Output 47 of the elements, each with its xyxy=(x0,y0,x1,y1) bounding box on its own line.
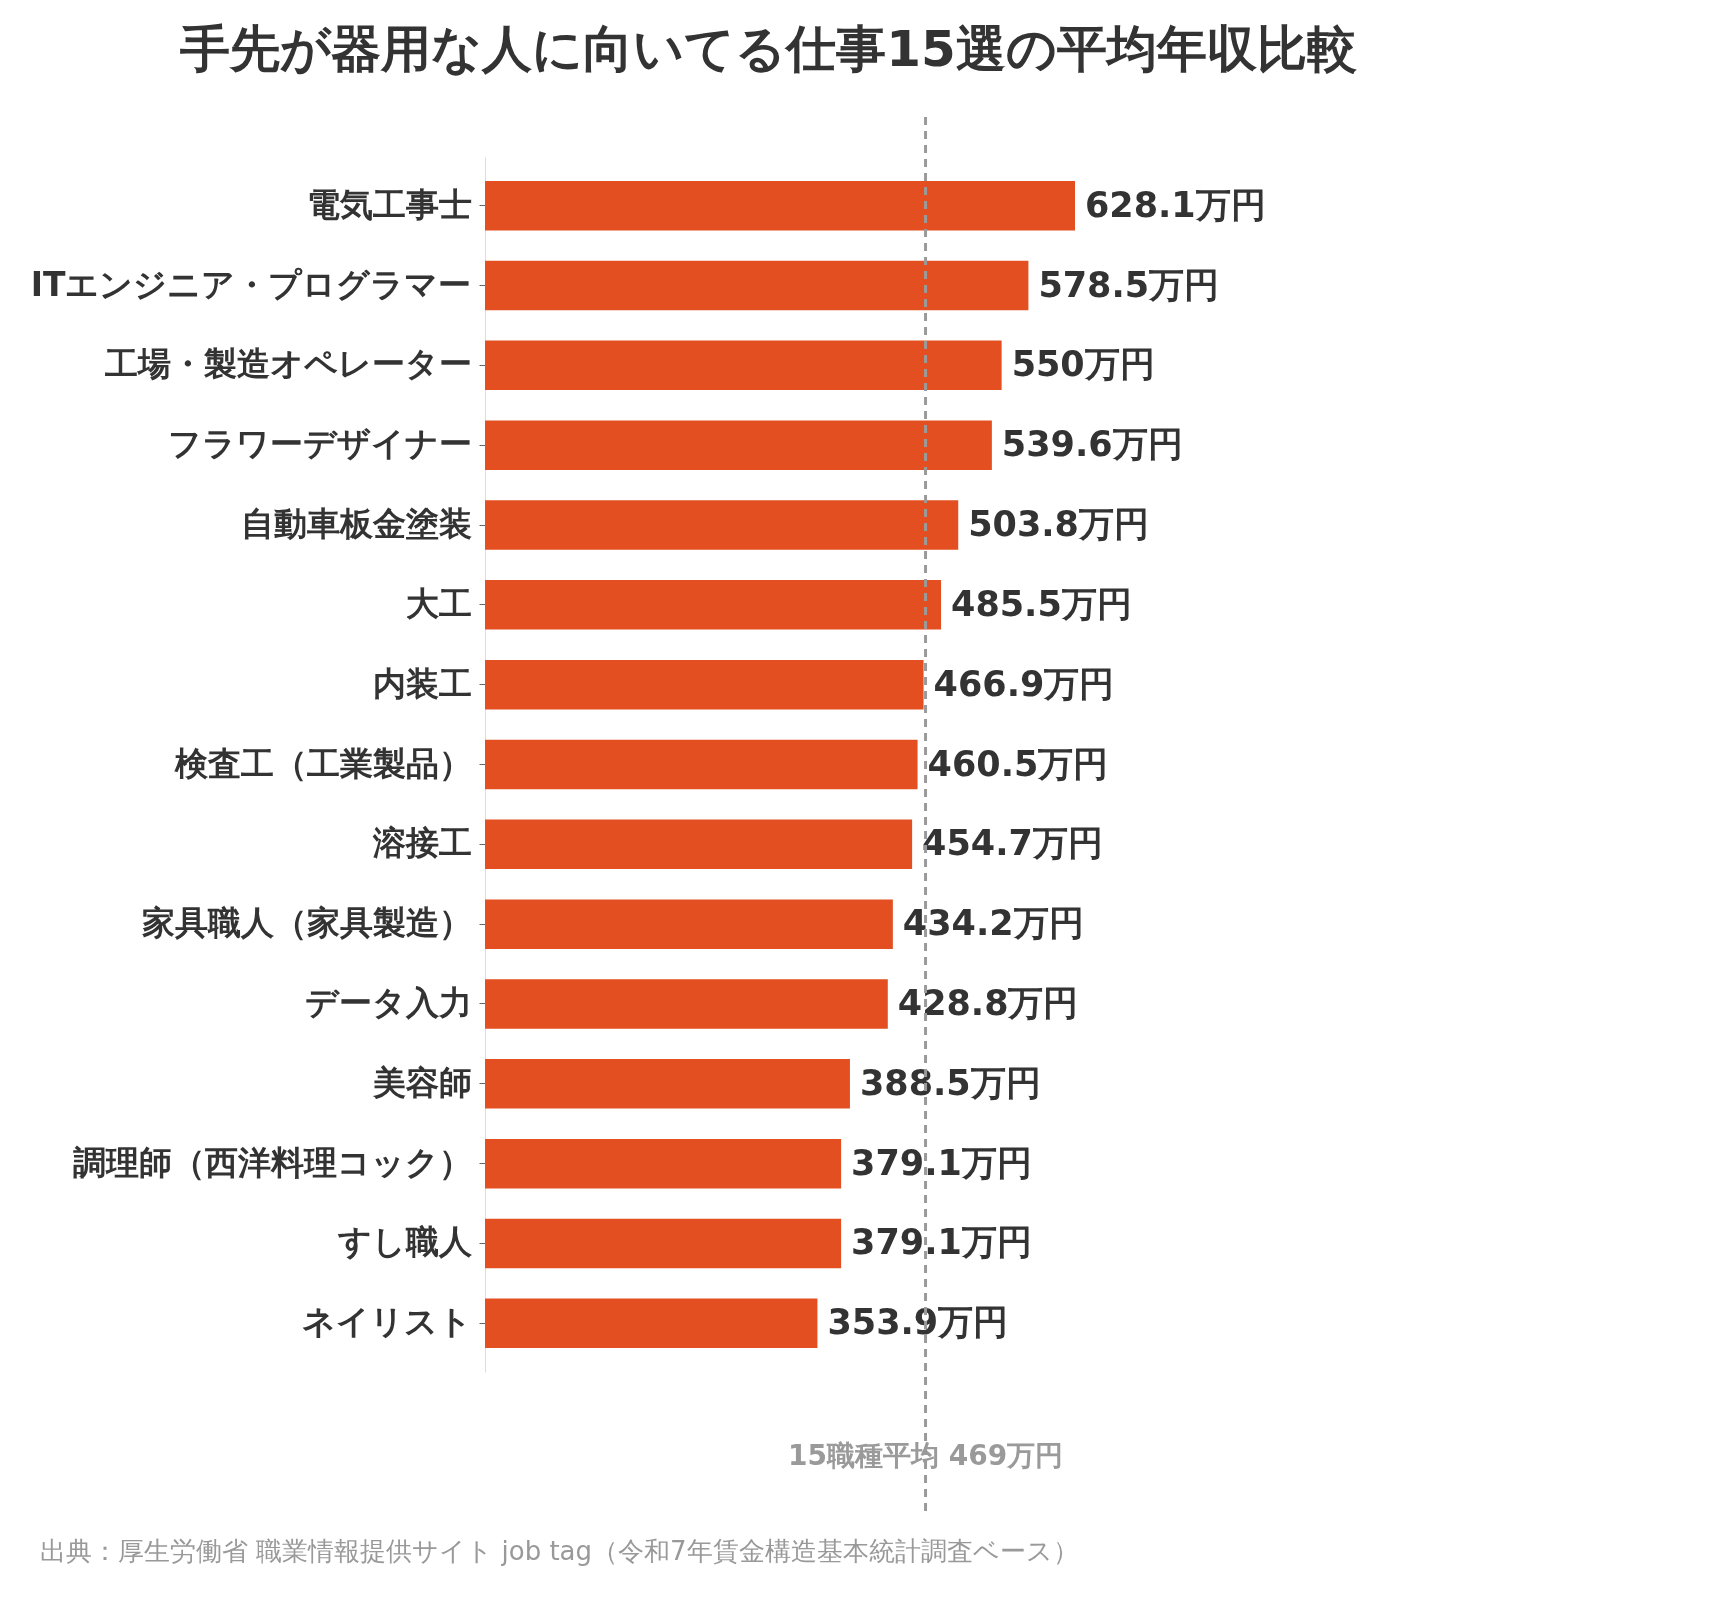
y-tick-label: データ入力 xyxy=(304,982,472,1022)
data-label: 434.2万円 xyxy=(902,903,1084,944)
data-label: 503.8万円 xyxy=(968,504,1149,545)
y-tick-label: フラワーデザイナー xyxy=(167,424,472,464)
y-tick-label: 電気工事士 xyxy=(306,184,472,224)
y-tick-label: 検査工（工業製品） xyxy=(173,743,472,783)
data-label: 353.9万円 xyxy=(827,1302,1009,1343)
data-label: 485.5万円 xyxy=(951,583,1132,624)
data-label: 550万円 xyxy=(1011,344,1155,385)
data-label: 388.5万円 xyxy=(859,1062,1041,1103)
bar xyxy=(485,659,924,710)
bar xyxy=(485,420,992,470)
y-tick-label: ネイリスト xyxy=(301,1302,472,1342)
y-tick-label: 美容師 xyxy=(371,1062,472,1102)
y-tick-label: 内装工 xyxy=(372,663,472,703)
y-tick-label: 調理師（西洋料理コック） xyxy=(72,1142,472,1182)
data-label: 428.8万円 xyxy=(897,982,1079,1023)
y-tick-label: ITエンジニア・プログラマー xyxy=(30,264,472,304)
bar xyxy=(485,1138,842,1189)
data-label: 460.5万円 xyxy=(927,743,1109,784)
bar xyxy=(485,500,959,550)
source-note: 出典：厚生労働省 職業情報提供サイト job tag（令和7年賃金構造基本統計調査ベース） xyxy=(40,1536,1079,1566)
bar xyxy=(485,580,942,630)
y-tick-label: 工場・製造オペレーター xyxy=(103,344,472,384)
y-tick-label: 大工 xyxy=(405,583,472,623)
data-label: 454.7万円 xyxy=(922,823,1103,864)
bar xyxy=(485,340,1002,391)
y-tick-label: 溶接工 xyxy=(371,823,472,863)
chart-title: 手先が器用な人に向いてる仕事15選の平均年収比較 xyxy=(179,19,1357,78)
data-label: 628.1万円 xyxy=(1085,184,1266,225)
bar xyxy=(485,1298,818,1349)
y-tick-label: すし職人 xyxy=(336,1222,473,1262)
bar xyxy=(485,1059,850,1109)
y-tick-label: 自動車板金塗装 xyxy=(240,504,472,544)
bar xyxy=(485,1218,842,1269)
bar xyxy=(485,260,1029,311)
bar xyxy=(485,899,893,949)
data-label: 539.6万円 xyxy=(1001,424,1183,465)
y-tick-label: 家具職人（家具製造） xyxy=(141,903,472,943)
bar xyxy=(485,180,1075,231)
data-label: 466.9万円 xyxy=(933,663,1115,704)
data-label: 379.1万円 xyxy=(851,1222,1032,1263)
bar xyxy=(485,739,918,790)
bar xyxy=(485,819,913,870)
bar xyxy=(485,979,888,1029)
data-label: 578.5万円 xyxy=(1038,264,1220,305)
data-label: 379.1万円 xyxy=(851,1142,1032,1183)
